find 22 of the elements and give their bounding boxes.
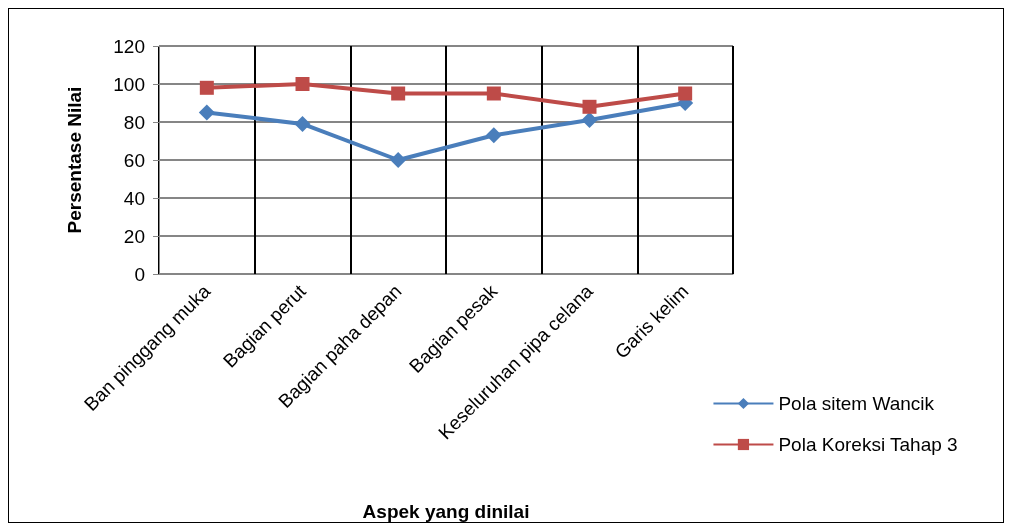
legend-label: Pola sitem Wancik <box>778 393 935 414</box>
y-axis-title: Persentase Nilai <box>64 86 85 234</box>
y-tick-label: 60 <box>123 149 145 171</box>
y-tick-label: 100 <box>113 73 145 95</box>
y-tick-label: 40 <box>123 187 145 209</box>
y-tick-label: 80 <box>123 111 145 133</box>
legend-label: Pola Koreksi Tahap 3 <box>778 434 958 455</box>
point <box>199 80 214 95</box>
point <box>582 99 597 114</box>
y-tick-label: 0 <box>134 263 145 285</box>
point <box>390 152 407 168</box>
point <box>678 86 693 101</box>
point <box>294 115 311 132</box>
y-tick-label: 120 <box>113 35 145 57</box>
point <box>581 112 598 129</box>
x-axis-title: Aspek yang dinilai <box>362 501 530 522</box>
point <box>486 86 501 101</box>
point <box>295 77 310 91</box>
point <box>391 86 406 101</box>
point <box>485 127 502 144</box>
y-tick-label: 20 <box>123 225 145 247</box>
point <box>198 104 215 121</box>
